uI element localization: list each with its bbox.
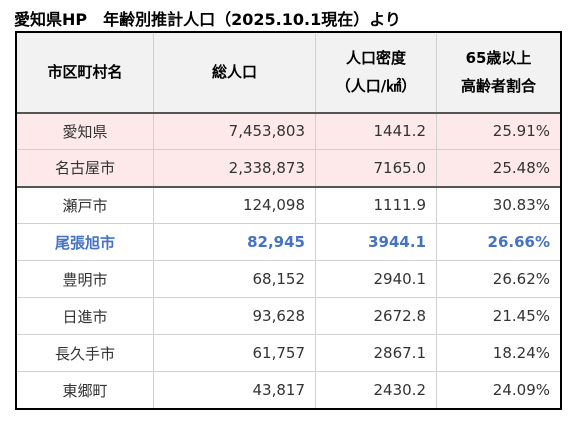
elderly-ratio: 21.45% — [436, 297, 561, 335]
table-row: 瀬戸市 124,098 1111.9 30.83% — [16, 186, 561, 224]
elderly-ratio: 24.09% — [436, 371, 561, 409]
elderly-ratio: 25.48% — [436, 149, 561, 188]
header-population-density: 人口密度 （人口/㎢） — [315, 32, 437, 114]
municipality-name: 長久手市 — [16, 334, 154, 372]
municipality-name: 尾張旭市 — [16, 223, 154, 261]
elderly-ratio: 30.83% — [436, 186, 561, 224]
population-density: 2430.2 — [315, 371, 437, 409]
page-title: 愛知県HP 年齢別推計人口（2025.10.1現在）より — [14, 10, 401, 29]
elderly-ratio: 18.24% — [436, 334, 561, 372]
municipality-name: 日進市 — [16, 297, 154, 335]
population-density: 1441.2 — [315, 112, 437, 150]
elderly-ratio: 25.91% — [436, 112, 561, 150]
elderly-ratio: 26.62% — [436, 260, 561, 298]
total-population: 7,453,803 — [153, 112, 316, 150]
table-row: 東郷町 43,817 2430.2 24.09% — [16, 371, 561, 409]
table-row-highlighted: 尾張旭市 82,945 3944.1 26.66% — [16, 223, 561, 261]
total-population: 2,338,873 — [153, 149, 316, 188]
total-population: 82,945 — [153, 223, 316, 261]
table-row: 長久手市 61,757 2867.1 18.24% — [16, 334, 561, 372]
population-density: 7165.0 — [315, 149, 437, 188]
table-row: 愛知県 7,453,803 1441.2 25.91% — [16, 112, 561, 150]
population-density: 2672.8 — [315, 297, 437, 335]
population-density: 2867.1 — [315, 334, 437, 372]
total-population: 124,098 — [153, 186, 316, 224]
header-municipality: 市区町村名 — [16, 32, 154, 114]
table-row: 名古屋市 2,338,873 7165.0 25.48% — [16, 149, 561, 188]
municipality-name: 愛知県 — [16, 112, 154, 150]
population-density: 3944.1 — [315, 223, 437, 261]
table-row: 豊明市 68,152 2940.1 26.62% — [16, 260, 561, 298]
header-elderly-ratio: 65歳以上 高齢者割合 — [436, 32, 561, 114]
municipality-name: 豊明市 — [16, 260, 154, 298]
municipality-name: 東郷町 — [16, 371, 154, 409]
total-population: 68,152 — [153, 260, 316, 298]
total-population: 43,817 — [153, 371, 316, 409]
municipality-name: 名古屋市 — [16, 149, 154, 188]
population-density: 2940.1 — [315, 260, 437, 298]
table-header-row: 市区町村名 総人口 人口密度 （人口/㎢） 65歳以上 高齢者割合 — [16, 32, 561, 114]
municipality-name: 瀬戸市 — [16, 186, 154, 224]
population-table: 市区町村名 総人口 人口密度 （人口/㎢） 65歳以上 高齢者割合 愛知県 7,… — [15, 31, 562, 410]
total-population: 93,628 — [153, 297, 316, 335]
table-row: 日進市 93,628 2672.8 21.45% — [16, 297, 561, 335]
elderly-ratio: 26.66% — [436, 223, 561, 261]
total-population: 61,757 — [153, 334, 316, 372]
header-total-population: 総人口 — [153, 32, 316, 114]
population-density: 1111.9 — [315, 186, 437, 224]
